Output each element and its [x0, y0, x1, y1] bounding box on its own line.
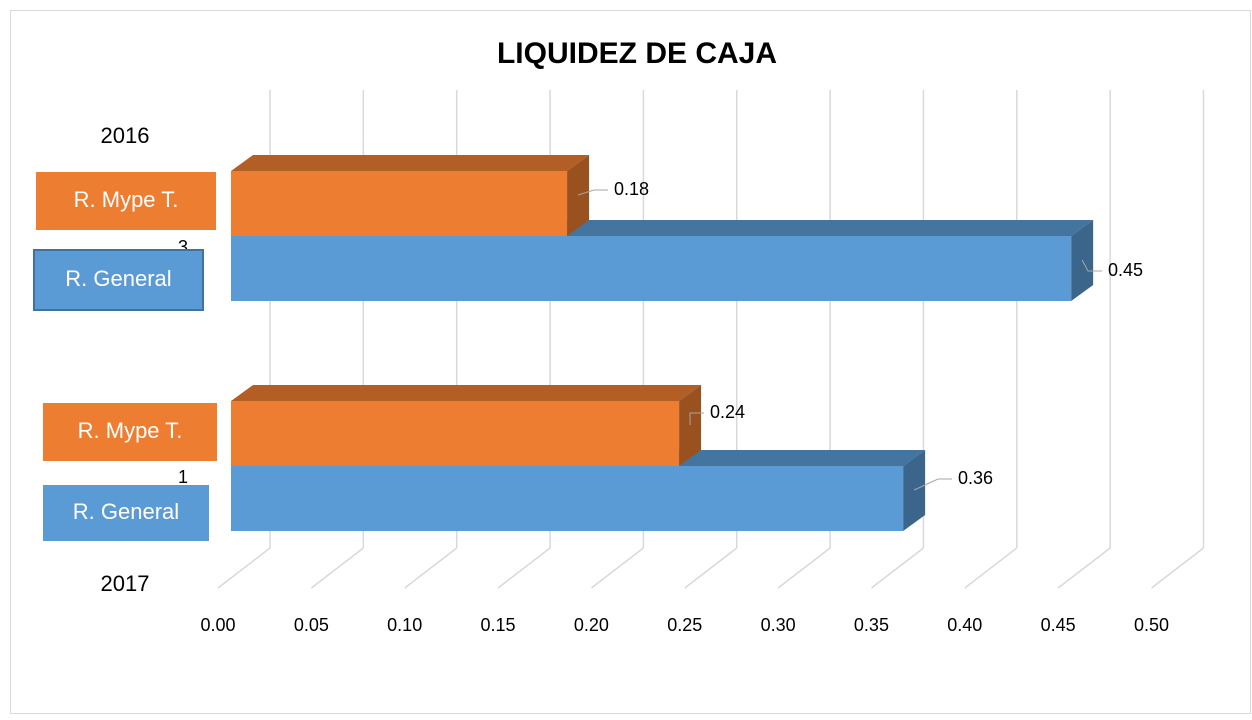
bar-side — [567, 155, 590, 236]
floor-line — [310, 547, 364, 589]
annotation-box — [36, 172, 216, 230]
data-label: 0.45 — [1108, 260, 1143, 280]
x-tick-label: 0.30 — [761, 615, 796, 635]
bar — [231, 401, 680, 466]
bar-top — [231, 385, 702, 401]
bar-side — [679, 385, 702, 466]
annotation-text: R. General — [65, 266, 171, 291]
data-label: 0.36 — [958, 468, 993, 488]
annotation-text: R. General — [73, 499, 179, 524]
leader-line — [913, 478, 952, 491]
x-tick-label: 0.10 — [387, 615, 422, 635]
data-label: 0.24 — [710, 402, 745, 422]
bar — [231, 466, 904, 531]
x-tick-label: 0.35 — [854, 615, 889, 635]
floor-line — [1151, 547, 1204, 589]
y-tick-label: 1 — [178, 467, 188, 487]
leader-line — [577, 189, 608, 196]
annotation-box — [43, 485, 209, 541]
chart-border — [10, 10, 1251, 714]
x-tick-label: 0.45 — [1041, 615, 1076, 635]
x-tick-label: 0.00 — [200, 615, 235, 635]
annotation-box — [43, 403, 217, 461]
bar — [231, 171, 568, 236]
bar — [231, 236, 1072, 301]
annotation-text: R. Mype T. — [78, 418, 183, 443]
bar-side — [903, 450, 926, 531]
floor-line — [217, 547, 271, 589]
x-tick-label: 0.05 — [294, 615, 329, 635]
leader-line — [689, 412, 704, 426]
x-tick-label: 0.50 — [1134, 615, 1169, 635]
floor-line — [590, 547, 644, 589]
floor-line — [497, 547, 551, 589]
x-tick-label: 0.15 — [481, 615, 516, 635]
floor-line — [684, 547, 738, 589]
floor-line — [777, 547, 831, 589]
annotation-text: R. Mype T. — [74, 187, 179, 212]
x-tick-label: 0.40 — [947, 615, 982, 635]
floor-line — [870, 547, 924, 589]
floor-line — [964, 547, 1018, 589]
chart-title: LIQUIDEZ DE CAJA — [497, 37, 777, 70]
floor-line — [1057, 547, 1111, 589]
x-tick-label: 0.25 — [667, 615, 702, 635]
floor-line — [404, 547, 458, 589]
leader-line — [1081, 259, 1102, 272]
y-tick-label: 3 — [178, 237, 188, 257]
bar-top — [231, 155, 590, 171]
x-tick-label: 0.20 — [574, 615, 609, 635]
annotation-text: 2017 — [101, 571, 150, 596]
annotation-box — [33, 249, 204, 311]
data-label: 0.18 — [614, 179, 649, 199]
annotation-text: 2016 — [101, 123, 150, 148]
